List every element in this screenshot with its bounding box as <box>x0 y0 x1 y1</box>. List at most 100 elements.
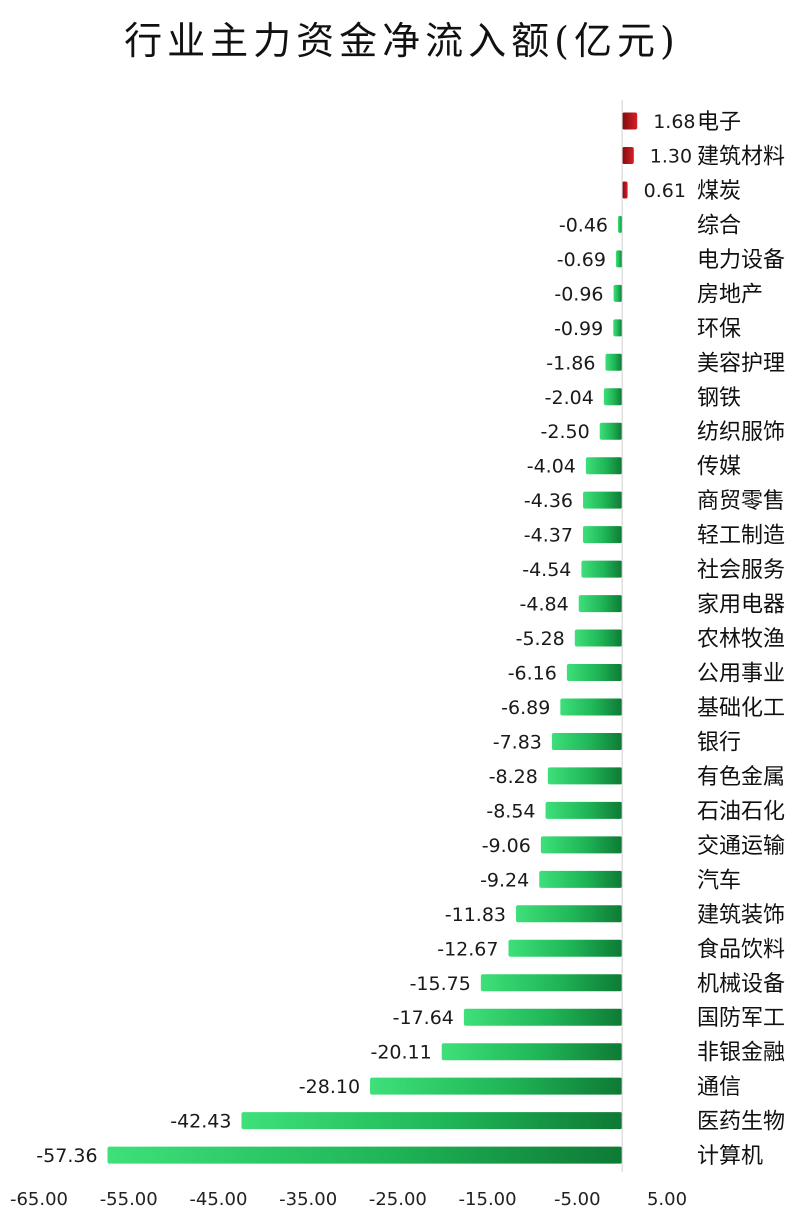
bar-16 <box>566 664 623 682</box>
value-label-18: -7.83 <box>493 731 542 753</box>
value-label-2: 0.61 <box>644 180 686 202</box>
bar-30 <box>107 1146 623 1164</box>
value-label-15: -5.28 <box>516 628 565 650</box>
category-label-24: 食品饮料 <box>697 937 785 962</box>
value-label-6: -0.99 <box>554 318 603 340</box>
x-tick-label-7: 5.00 <box>647 1189 687 1210</box>
category-label-17: 基础化工 <box>697 696 785 721</box>
value-label-27: -20.11 <box>370 1042 431 1064</box>
bar-26 <box>463 1008 623 1026</box>
category-label-19: 有色金属 <box>697 765 785 790</box>
value-label-25: -15.75 <box>410 973 471 995</box>
category-label-11: 商贸零售 <box>697 489 785 514</box>
value-label-24: -12.67 <box>437 938 498 960</box>
x-tick-label-2: -45.00 <box>189 1189 247 1210</box>
bar-15 <box>574 629 623 647</box>
axis-layer: -65.00 -55.00 -45.00 -35.00 -25.00 -15.00 -5.0… <box>10 100 687 1210</box>
category-label-29: 医药生物 <box>697 1110 785 1135</box>
category-label-22: 汽车 <box>697 868 741 893</box>
value-label-20: -8.54 <box>486 800 535 822</box>
x-tick-label-0: -65.00 <box>10 1189 68 1210</box>
category-label-3: 综合 <box>697 213 741 238</box>
bar-22 <box>539 870 623 888</box>
value-label-23: -11.83 <box>445 904 506 926</box>
bar-19 <box>547 767 623 785</box>
bar-10 <box>585 457 623 475</box>
category-label-14: 家用电器 <box>697 593 785 618</box>
category-label-27: 非银金融 <box>697 1041 785 1066</box>
value-label-30: -57.36 <box>36 1145 97 1167</box>
value-label-26: -17.64 <box>393 1007 454 1029</box>
bar-9 <box>599 422 623 440</box>
category-label-10: 传媒 <box>697 455 741 480</box>
value-label-7: -1.86 <box>546 352 595 374</box>
bar-27 <box>441 1043 623 1061</box>
x-tick-label-1: -55.00 <box>100 1189 158 1210</box>
category-label-4: 电力设备 <box>697 248 785 273</box>
bar-24 <box>508 939 623 957</box>
bar-5 <box>613 284 623 302</box>
category-label-6: 环保 <box>697 317 741 342</box>
category-label-23: 建筑装饰 <box>697 903 785 928</box>
x-tick-label-6: -5.00 <box>554 1189 601 1210</box>
bar-17 <box>560 698 623 716</box>
category-label-1: 建筑材料 <box>697 144 785 169</box>
chart-title: 行业主力资金净流入额(亿元) <box>124 19 680 63</box>
category-label-16: 公用事业 <box>697 662 785 687</box>
bars-layer <box>107 112 638 1164</box>
bar-25 <box>480 974 623 992</box>
bar-0 <box>622 112 638 130</box>
bar-13 <box>581 560 623 578</box>
category-label-21: 交通运输 <box>697 834 785 859</box>
value-label-5: -0.96 <box>554 283 603 305</box>
bar-7 <box>605 353 623 371</box>
value-label-4: -0.69 <box>557 249 606 271</box>
value-label-22: -9.24 <box>480 869 529 891</box>
category-label-2: 煤炭 <box>697 179 741 204</box>
value-label-13: -4.54 <box>522 559 571 581</box>
category-label-12: 轻工制造 <box>697 524 785 549</box>
category-label-5: 房地产 <box>697 282 763 307</box>
bar-23 <box>516 905 623 923</box>
value-label-1: 1.30 <box>650 145 692 167</box>
bar-14 <box>578 595 623 613</box>
bar-8 <box>603 388 623 406</box>
labels-layer: 1.68 电子1.30 建筑材料 0.61 煤炭 -0.46 综合 -0.69 电力设备 -0.9… <box>36 110 785 1169</box>
bar-4 <box>615 250 623 268</box>
category-label-28: 通信 <box>697 1075 741 1100</box>
bar-2 <box>622 181 628 199</box>
value-label-19: -8.28 <box>489 766 538 788</box>
bar-20 <box>545 801 623 819</box>
bar-12 <box>582 526 623 544</box>
value-label-16: -6.16 <box>508 663 557 685</box>
value-label-14: -4.84 <box>520 594 569 616</box>
bar-29 <box>241 1112 623 1130</box>
bar-1 <box>622 146 634 164</box>
bar-6 <box>613 319 623 337</box>
bar-11 <box>583 491 623 509</box>
category-label-7: 美容护理 <box>697 351 785 376</box>
value-label-9: -2.50 <box>541 421 590 443</box>
x-tick-label-4: -25.00 <box>369 1189 427 1210</box>
bar-18 <box>551 732 623 750</box>
value-label-10: -4.04 <box>527 456 576 478</box>
category-label-8: 钢铁 <box>697 386 741 411</box>
bar-28 <box>370 1077 623 1095</box>
category-label-26: 国防军工 <box>697 1006 785 1031</box>
x-tick-label-5: -15.00 <box>459 1189 517 1210</box>
x-tick-label-3: -35.00 <box>279 1189 337 1210</box>
value-label-0: 1.68 <box>653 111 695 133</box>
bar-3 <box>618 215 623 233</box>
category-label-18: 银行 <box>697 730 741 755</box>
category-label-9: 纺织服饰 <box>697 420 785 445</box>
value-label-21: -9.06 <box>482 835 531 857</box>
value-label-8: -2.04 <box>545 387 594 409</box>
value-label-29: -42.43 <box>170 1111 231 1133</box>
category-label-15: 农林牧渔 <box>697 627 785 652</box>
category-label-13: 社会服务 <box>697 558 785 583</box>
value-label-12: -4.37 <box>524 525 573 547</box>
value-label-11: -4.36 <box>524 490 573 512</box>
bar-21 <box>540 836 623 854</box>
value-label-3: -0.46 <box>559 214 608 236</box>
